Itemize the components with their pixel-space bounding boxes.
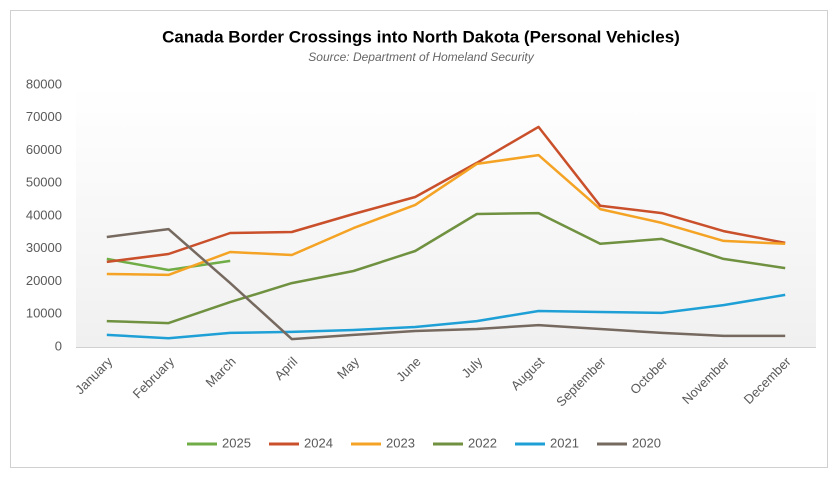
y-tick-label: 30000	[26, 240, 62, 255]
series-line	[106, 293, 786, 340]
series-line	[106, 227, 786, 341]
y-tick-label: 80000	[26, 76, 62, 91]
legend-label: 2021	[550, 435, 579, 450]
plot-area	[76, 85, 816, 347]
legend-label: 2020	[632, 435, 661, 450]
y-tick-label: 60000	[26, 142, 62, 157]
legend-label: 2022	[468, 435, 497, 450]
chart-title: Canada Border Crossings into North Dakot…	[162, 27, 680, 46]
y-tick-label: 40000	[26, 207, 62, 222]
y-tick-label: 20000	[26, 273, 62, 288]
chart-subtitle: Source: Department of Homeland Security	[308, 50, 534, 64]
legend-label: 2025	[222, 435, 251, 450]
y-tick-label: 50000	[26, 175, 62, 190]
y-tick-label: 70000	[26, 109, 62, 124]
series-line	[106, 125, 786, 264]
legend-label: 2024	[304, 435, 333, 450]
series-line	[106, 211, 786, 325]
y-tick-label: 0	[55, 338, 62, 353]
series-line	[106, 153, 786, 277]
y-tick-label: 10000	[26, 306, 62, 321]
legend-label: 2023	[386, 435, 415, 450]
